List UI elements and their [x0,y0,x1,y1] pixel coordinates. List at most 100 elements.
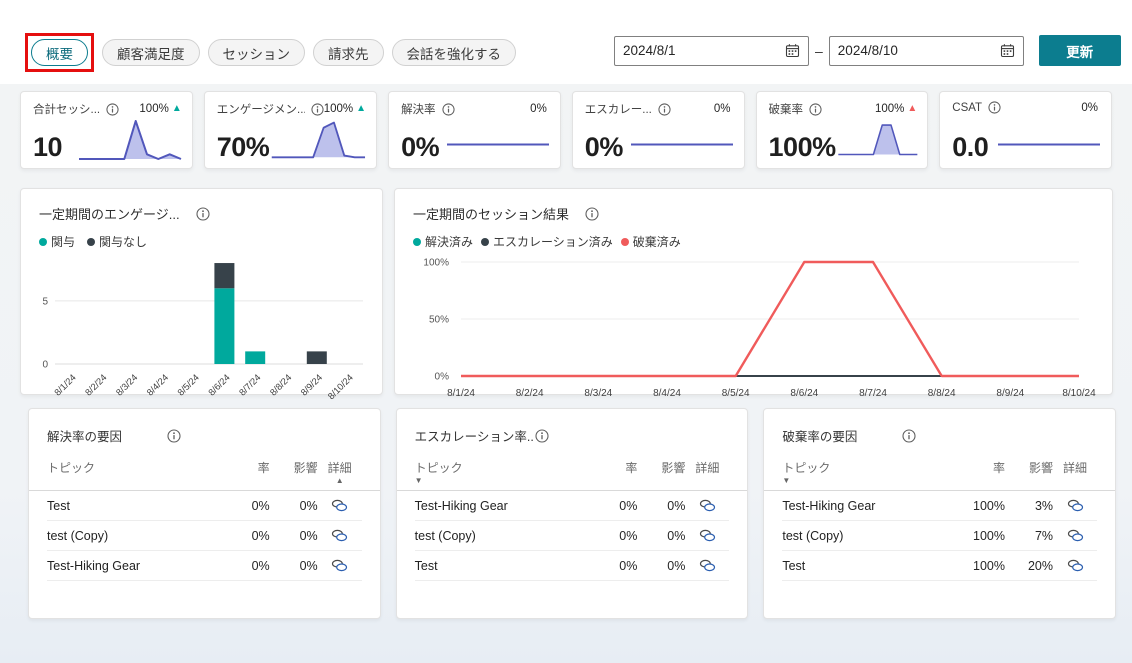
legend-dot [481,237,490,246]
kpi-sparkline [630,143,733,146]
topic-cell: Test-Hiking Gear [47,558,141,573]
engagement-chart-legend: 関与 関与なし [21,223,382,250]
table-title: エスカレーション率... [414,430,535,444]
column-header-detail[interactable]: 詳細 [695,461,720,475]
info-icon[interactable] [809,102,822,116]
refresh-button[interactable]: 更新 [1038,35,1121,66]
details-link[interactable] [318,559,362,572]
svg-text:8/2/24: 8/2/24 [516,388,544,399]
tab-sessions[interactable]: セッション [207,39,305,66]
start-date-input[interactable] [623,43,763,58]
kpi-trend: 100% ▲ [324,103,366,115]
topic-cell: Test [782,558,806,573]
info-icon[interactable] [441,102,455,116]
table-header: トピック ▼ 率 影響 詳細 [764,445,1116,491]
rate-cell: 0% [619,498,638,513]
kpi-trend-value: 0% [713,103,731,115]
table-row: Test-Hiking Gear 0% 0% [414,491,730,521]
info-icon[interactable] [167,428,181,443]
end-date-field[interactable] [828,35,1024,66]
table-row: Test 100% 20% [782,551,1098,581]
topic-cell: test (Copy) [782,528,844,543]
kpi-card-csat: CSAT 0% 0.0 [939,91,1112,169]
session-outcomes-line-chart: 0% 50% 100% 8/1/24 8/2/24 8/3/24 8/4/24 8/5/24 8… [423,258,1096,400]
info-icon[interactable] [196,206,210,221]
tab-enhance-conversations[interactable]: 会話を強化する [391,39,516,66]
table-card-abandon-rate-drivers: 破棄率の要因 トピック ▼ 率 影響 詳細 Test-Hiking Gear 100% 3% te… [763,408,1117,619]
driver-tables-row: 解決率の要因 トピック率影響 詳細 ▲ Test 0% 0% test (Copy) 0% 0% T… [28,408,1117,619]
rate-cell: 0% [619,558,638,573]
info-icon[interactable] [106,102,119,116]
legend-dot [413,237,421,246]
table-row: test (Copy) 100% 7% [782,521,1098,551]
column-header-impact[interactable]: 影響 [661,461,686,475]
svg-text:5: 5 [42,296,48,307]
info-icon[interactable] [902,428,916,443]
session-outcomes-legend: 解決済み エスカレーション済み 破棄済み [395,223,1112,250]
svg-text:0: 0 [42,360,48,371]
svg-text:8/9/24: 8/9/24 [299,372,324,397]
details-link[interactable] [1053,529,1097,542]
column-header-rate[interactable]: 率 [993,461,1006,475]
svg-text:8/6/24: 8/6/24 [790,388,818,399]
rate-cell: 0% [251,498,270,513]
sort-arrow-icon: ▼ [782,476,791,485]
kpi-trend: 100% ▲ [875,103,917,115]
rate-cell: 0% [619,528,638,543]
start-date-field[interactable] [614,35,809,66]
calendar-icon[interactable] [1000,43,1015,58]
column-header-impact[interactable]: 影響 [1029,461,1054,475]
details-link[interactable] [318,499,362,512]
info-icon[interactable] [311,102,324,116]
details-link[interactable] [1053,559,1097,572]
kpi-trend: 0% [1081,102,1101,114]
engagement-bar-chart: 058/1/24 8/2/24 8/3/24 8/4/24 8/5/24 8/6/24 8/… [42,263,363,401]
kpi-title: CSAT [952,101,983,114]
calendar-icon[interactable] [785,43,800,58]
kpi-sparkline [446,143,549,146]
column-header-rate[interactable]: 率 [625,461,638,475]
rate-cell: 0% [251,528,270,543]
tab-billing[interactable]: 請求先 [313,39,384,66]
legend-label: 破棄済み [632,235,681,249]
details-link[interactable] [685,529,729,542]
tab-bar: 概要 顧客満足度 セッション 請求先 会話を強化する [25,33,516,72]
details-link[interactable] [1053,499,1097,512]
rate-cell: 100% [973,528,1006,543]
legend-dot [39,237,47,246]
info-icon[interactable] [988,101,1001,114]
table-title: 解決率の要因 [47,430,123,444]
info-icon[interactable] [585,206,599,221]
column-header-topic[interactable]: トピック ▼ [782,459,957,485]
tab-customer-satisfaction[interactable]: 顧客満足度 [102,39,200,66]
kpi-sparkline [998,143,1100,146]
legend-label: 解決済み [425,235,474,249]
column-header-rate[interactable]: 率 [257,461,270,475]
end-date-input[interactable] [837,43,978,58]
column-header-detail[interactable]: 詳細 ▲ [327,461,352,485]
svg-text:8/3/24: 8/3/24 [114,372,139,397]
table-row: Test-Hiking Gear 0% 0% [47,551,362,581]
topic-cell: Test-Hiking Gear [782,498,876,513]
rate-cell: 100% [973,498,1006,513]
column-header-topic[interactable]: トピック [47,459,222,484]
details-link[interactable] [685,559,729,572]
kpi-trend-value: 100% [139,103,169,115]
impact-cell: 0% [299,498,318,513]
impact-cell: 20% [1027,558,1054,573]
column-header-impact[interactable]: 影響 [293,461,318,475]
column-header-detail[interactable]: 詳細 [1063,461,1088,475]
svg-text:8/3/24: 8/3/24 [584,388,612,399]
details-link[interactable] [685,499,729,512]
kpi-title: 破棄率 [768,104,804,116]
details-link[interactable] [318,529,362,542]
kpi-title: エンゲージメン... [216,104,305,116]
topic-cell: test (Copy) [47,528,109,543]
column-header-topic[interactable]: トピック ▼ [415,459,590,485]
info-icon[interactable] [535,428,549,443]
session-outcomes-chart-title: 一定期間のセッション結果 [413,207,570,222]
info-icon[interactable] [658,102,671,116]
impact-cell: 0% [667,558,686,573]
tab-overview[interactable]: 概要 [31,39,88,66]
